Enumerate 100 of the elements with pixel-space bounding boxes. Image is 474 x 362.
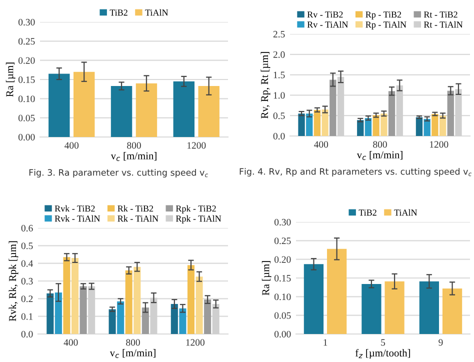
x-axis-title: v$_{c}$ [m/min]	[356, 151, 402, 160]
y-tick-label: 0.15	[18, 76, 35, 84]
x-tick-label: 400	[64, 339, 78, 346]
y-tick-label: 0.5	[273, 112, 285, 120]
x-tick-label: 400	[314, 141, 328, 148]
legend-label: Rp - TiB2	[366, 12, 402, 20]
bar	[46, 293, 54, 334]
legend-label: Rvk - TiAlN	[54, 215, 100, 222]
bar	[204, 300, 212, 334]
legend-label: Rpk - TiB2	[176, 205, 216, 214]
bar	[54, 292, 62, 334]
bar	[173, 81, 195, 137]
x-tick-label: 5	[381, 339, 386, 346]
bar	[419, 281, 439, 334]
y-tick-label: 0.30	[274, 218, 291, 226]
y-axis-title: Ra [µm]	[262, 261, 272, 296]
bar	[63, 257, 70, 334]
bar	[304, 264, 324, 334]
legend-label: TiB2	[358, 210, 376, 216]
y-tick-label: 0.0	[273, 132, 285, 140]
bar	[179, 308, 186, 334]
bar	[432, 114, 438, 136]
legend-label: Rp - TiAlN	[366, 21, 406, 30]
y-tick-label: 0.15	[274, 274, 291, 282]
caption: Fig. 4. Rv, Rp and Rt parameters vs. cutting speed v$_{c}$	[240, 168, 472, 176]
x-axis-title: v$_{c}$ [m/min]	[110, 152, 156, 162]
x-tick-label: 1	[324, 339, 328, 346]
bar	[196, 276, 203, 334]
bar	[48, 74, 70, 137]
legend-label: Rt - TiAlN	[424, 21, 463, 28]
legend-label: Rt - TiB2	[424, 12, 458, 18]
bar	[306, 114, 313, 136]
x-tick-label: 1200	[188, 142, 206, 149]
bar	[187, 265, 195, 334]
caption: Fig. 3. Ra parameter vs. cutting speed v$_{c}$	[29, 169, 208, 178]
bar	[136, 83, 158, 137]
legend-label: TiB2	[110, 10, 128, 16]
y-tick-label: 0.10	[18, 96, 35, 102]
y-tick-label: 0.00	[274, 330, 291, 338]
bar	[298, 114, 305, 136]
y-tick-label: 0.30	[18, 18, 35, 26]
bar	[424, 118, 430, 136]
bar	[447, 90, 454, 136]
legend-label: Rpk - TiAlN	[176, 215, 222, 224]
legend-label: Rv - TiB2	[307, 12, 343, 18]
y-axis-title: Rvk, Rk, Rpk [µm]	[8, 241, 18, 322]
y-tick-label: 0.20	[18, 57, 35, 64]
bar	[439, 116, 446, 136]
y-axis-title: Ra [µm]	[6, 62, 16, 97]
bar	[110, 86, 132, 137]
y-tick-label: 2.5	[273, 30, 285, 38]
bar	[384, 281, 404, 334]
bar	[134, 266, 141, 334]
y-tick-label: 0.25	[18, 38, 35, 45]
bar	[416, 117, 423, 136]
bar	[80, 286, 87, 334]
y-tick-label: 0.25	[274, 238, 291, 244]
y-tick-label: 0.6	[21, 224, 33, 232]
y-tick-label: 2.0	[273, 51, 285, 58]
bar	[330, 80, 336, 136]
y-tick-label: 0.10	[274, 294, 291, 300]
x-tick-label: 800	[126, 339, 140, 346]
y-tick-label: 0.05	[18, 114, 35, 122]
y-tick-label: 0.1	[21, 313, 33, 320]
x-tick-label: 800	[127, 142, 141, 149]
y-tick-label: 0.0	[21, 330, 33, 338]
x-tick-label: 9	[438, 339, 443, 346]
y-tick-label: 0.5	[21, 242, 33, 250]
legend-label: Rv - TiAlN	[307, 21, 348, 28]
y-tick-label: 0.3	[21, 278, 33, 285]
bar	[364, 118, 372, 136]
bar	[372, 115, 380, 136]
legend-label: Rk - TiB2	[118, 205, 154, 212]
bar	[170, 304, 178, 334]
bar	[117, 301, 124, 334]
x-tick-label: 1200	[430, 141, 448, 148]
bar	[322, 109, 328, 136]
bar	[327, 248, 347, 334]
legend-label: Rvk - TiB2	[54, 205, 95, 212]
x-tick-label: 1200	[186, 339, 204, 346]
x-axis-title: f$_{z}$ [µm/tooth]	[355, 349, 410, 359]
bar	[73, 72, 95, 137]
bar	[125, 270, 132, 334]
y-tick-label: 0.05	[274, 312, 291, 319]
bar	[388, 91, 396, 136]
legend-label: Rk - TiAlN	[118, 215, 158, 222]
bar	[71, 258, 79, 334]
bar	[108, 309, 116, 334]
bar	[314, 110, 321, 136]
legend-label: TiAlN	[394, 209, 418, 216]
legend-label: TiAlN	[145, 9, 168, 16]
bar	[142, 308, 149, 334]
x-tick-label: 400	[64, 142, 79, 149]
y-axis-title: Rv, Rp, Rt [µm]	[260, 52, 270, 118]
x-axis-title: v$_{c}$ [m/min]	[110, 349, 156, 358]
bar	[198, 86, 220, 137]
bar	[357, 120, 364, 136]
y-tick-label: 0.20	[274, 256, 291, 263]
bar	[380, 114, 388, 136]
y-tick-label: 1.0	[274, 92, 285, 99]
